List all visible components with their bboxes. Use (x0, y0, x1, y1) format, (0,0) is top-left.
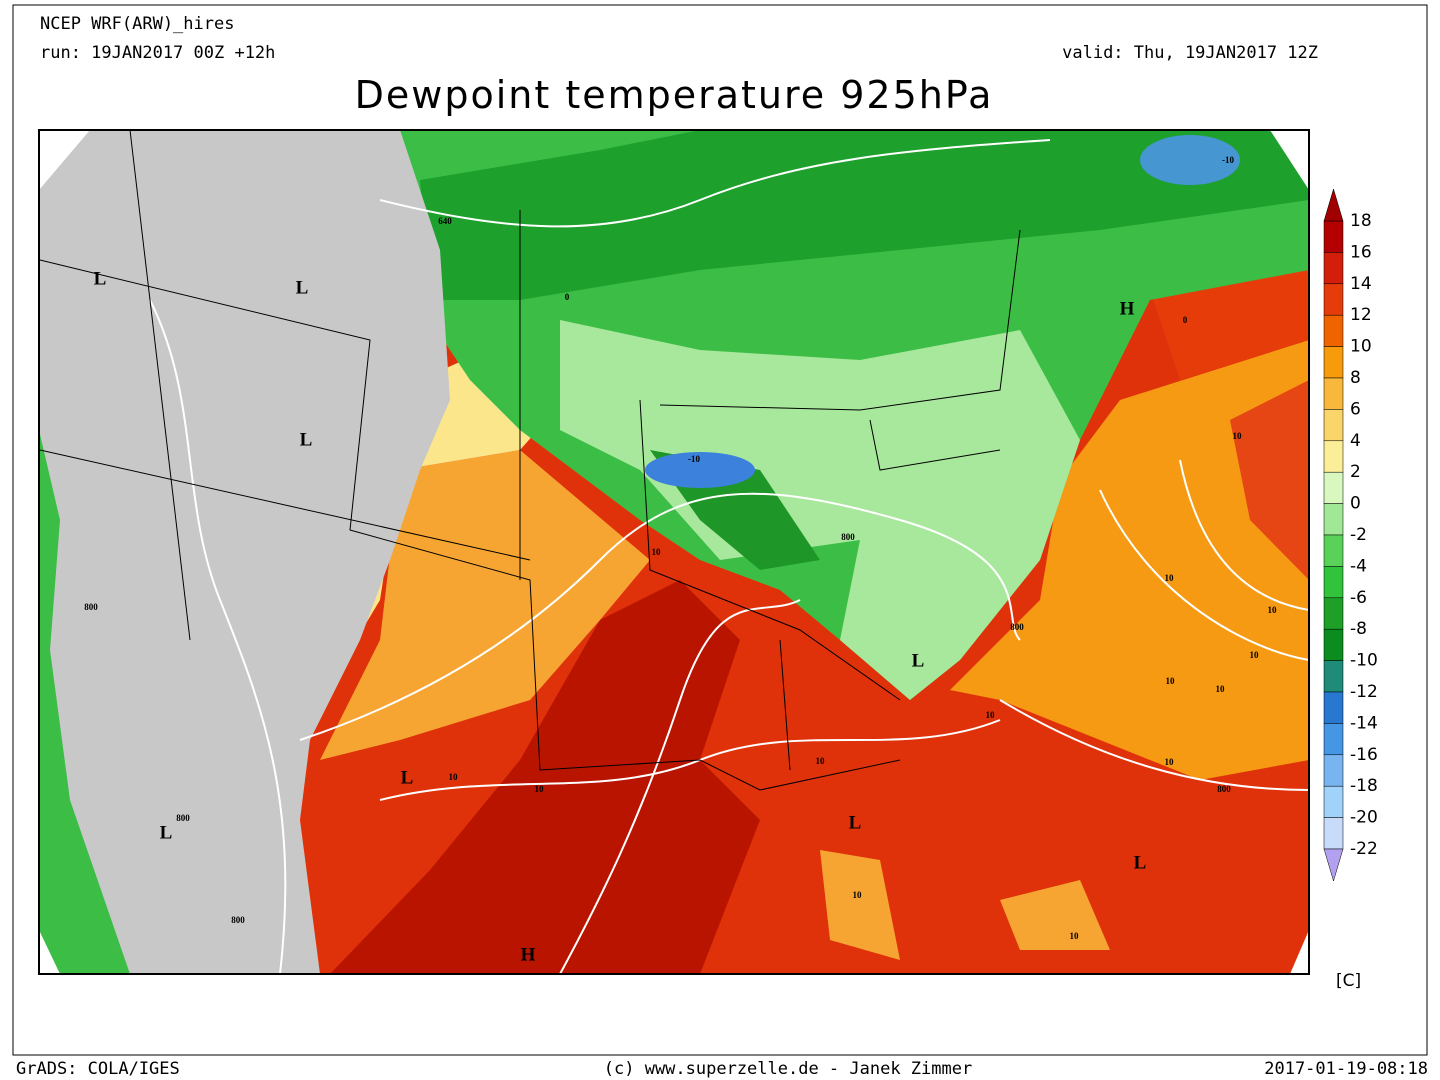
contour-label: 10 (1070, 931, 1080, 941)
colorbar-label: -20 (1350, 808, 1378, 828)
contour-label: 10 (1165, 573, 1175, 583)
contour-label: 0 (565, 292, 570, 302)
colorbar-block (1323, 754, 1344, 787)
colorbar-block (1323, 314, 1344, 347)
contour-label: 0 (1183, 315, 1188, 325)
contour-label: 10 (1165, 757, 1175, 767)
colorbar-label: 18 (1350, 211, 1372, 231)
contour-label: 800 (841, 532, 855, 542)
title: Dewpoint temperature 925hPa (355, 73, 994, 117)
colorbar-label: -2 (1350, 525, 1367, 545)
contour-label: 800 (176, 813, 190, 823)
contour-label: 10 (816, 756, 826, 766)
colorbar-block (1323, 346, 1344, 379)
contour-label: -10 (688, 454, 700, 464)
colorbar-label: 4 (1350, 431, 1361, 451)
colorbar-label: -6 (1350, 588, 1367, 608)
pressure-center: H (521, 944, 536, 965)
pressure-center: L (160, 822, 173, 843)
colorbar-block (1323, 660, 1344, 693)
unit: [C] (1336, 971, 1361, 991)
contour-label: 10 (535, 784, 545, 794)
footer-center: (c) www.superzelle.de - Janek Zimmer (604, 1059, 972, 1079)
colorbar-label: -12 (1350, 682, 1378, 702)
colorbar-block (1323, 409, 1344, 442)
colorbar-block (1323, 283, 1344, 316)
contour-label: 800 (1217, 784, 1231, 794)
colorbar-block (1323, 471, 1344, 504)
colorbar-block (1323, 440, 1344, 473)
run: run: 19JAN2017 00Z +12h (40, 43, 275, 63)
contour-label: 10 (986, 710, 996, 720)
pressure-center: L (1134, 852, 1147, 873)
contour-label: 10 (1268, 605, 1278, 615)
colorbar-label: -8 (1350, 619, 1367, 639)
colorbar-label: 2 (1350, 462, 1361, 482)
colorbar-label: 8 (1350, 368, 1361, 388)
frame (12, 4, 1428, 1056)
colorbar-label: 10 (1350, 337, 1372, 357)
contour-label: 10 (1233, 431, 1243, 441)
colorbar-block (1323, 785, 1344, 818)
colorbar-bottom (1323, 848, 1344, 882)
contour-label: 640 (438, 216, 452, 226)
contour-label: 10 (652, 547, 662, 557)
contour-label: 10 (449, 772, 459, 782)
colorbar-label: 16 (1350, 242, 1372, 262)
colorbar-block (1323, 628, 1344, 661)
colorbar-label: -16 (1350, 745, 1378, 765)
contour-label: 10 (1250, 650, 1260, 660)
pressure-center: L (912, 650, 925, 671)
contour-label: -10 (1222, 155, 1234, 165)
colorbar-block (1323, 817, 1344, 850)
colorbar-label: -22 (1350, 839, 1378, 859)
colorbar-block (1323, 252, 1344, 285)
contour-label: 800 (84, 602, 98, 612)
valid: valid: Thu, 19JAN2017 12Z (1062, 43, 1318, 63)
footer-right: 2017-01-19-08:18 (1264, 1059, 1428, 1079)
map (39, 130, 1309, 974)
colorbar-label: -4 (1350, 556, 1367, 576)
colorbar-top (1323, 188, 1344, 222)
pressure-center: H (1120, 298, 1135, 319)
colorbar-block (1323, 220, 1344, 253)
colorbar-block (1323, 723, 1344, 756)
colorbar-block (1323, 534, 1344, 567)
colorbar-block (1323, 691, 1344, 724)
colorbar-label: 14 (1350, 274, 1372, 294)
colorbar-label: 6 (1350, 399, 1361, 419)
colorbar-block (1323, 566, 1344, 599)
colorbar-block (1323, 597, 1344, 630)
contour-label: 800 (231, 915, 245, 925)
colorbar-block (1323, 377, 1344, 410)
pressure-center: L (401, 767, 414, 788)
colorbar-label: -18 (1350, 776, 1378, 796)
footer-left: GrADS: COLA/IGES (16, 1059, 180, 1079)
colorbar-label: -14 (1350, 713, 1378, 733)
contour-label: 10 (1166, 676, 1176, 686)
colorbar-label: -10 (1350, 651, 1378, 671)
pressure-center: L (849, 812, 862, 833)
pressure-center: L (300, 429, 313, 450)
contour-label: 10 (853, 890, 863, 900)
colorbar-block (1323, 503, 1344, 536)
contour-label: 10 (1216, 684, 1226, 694)
model: NCEP WRF(ARW)_hires (40, 14, 234, 34)
colorbar-label: 0 (1350, 494, 1361, 514)
pressure-center: L (94, 268, 107, 289)
contour-label: 800 (1010, 622, 1024, 632)
pressure-center: L (296, 277, 309, 298)
map-border (38, 129, 1310, 975)
colorbar-label: 12 (1350, 305, 1372, 325)
